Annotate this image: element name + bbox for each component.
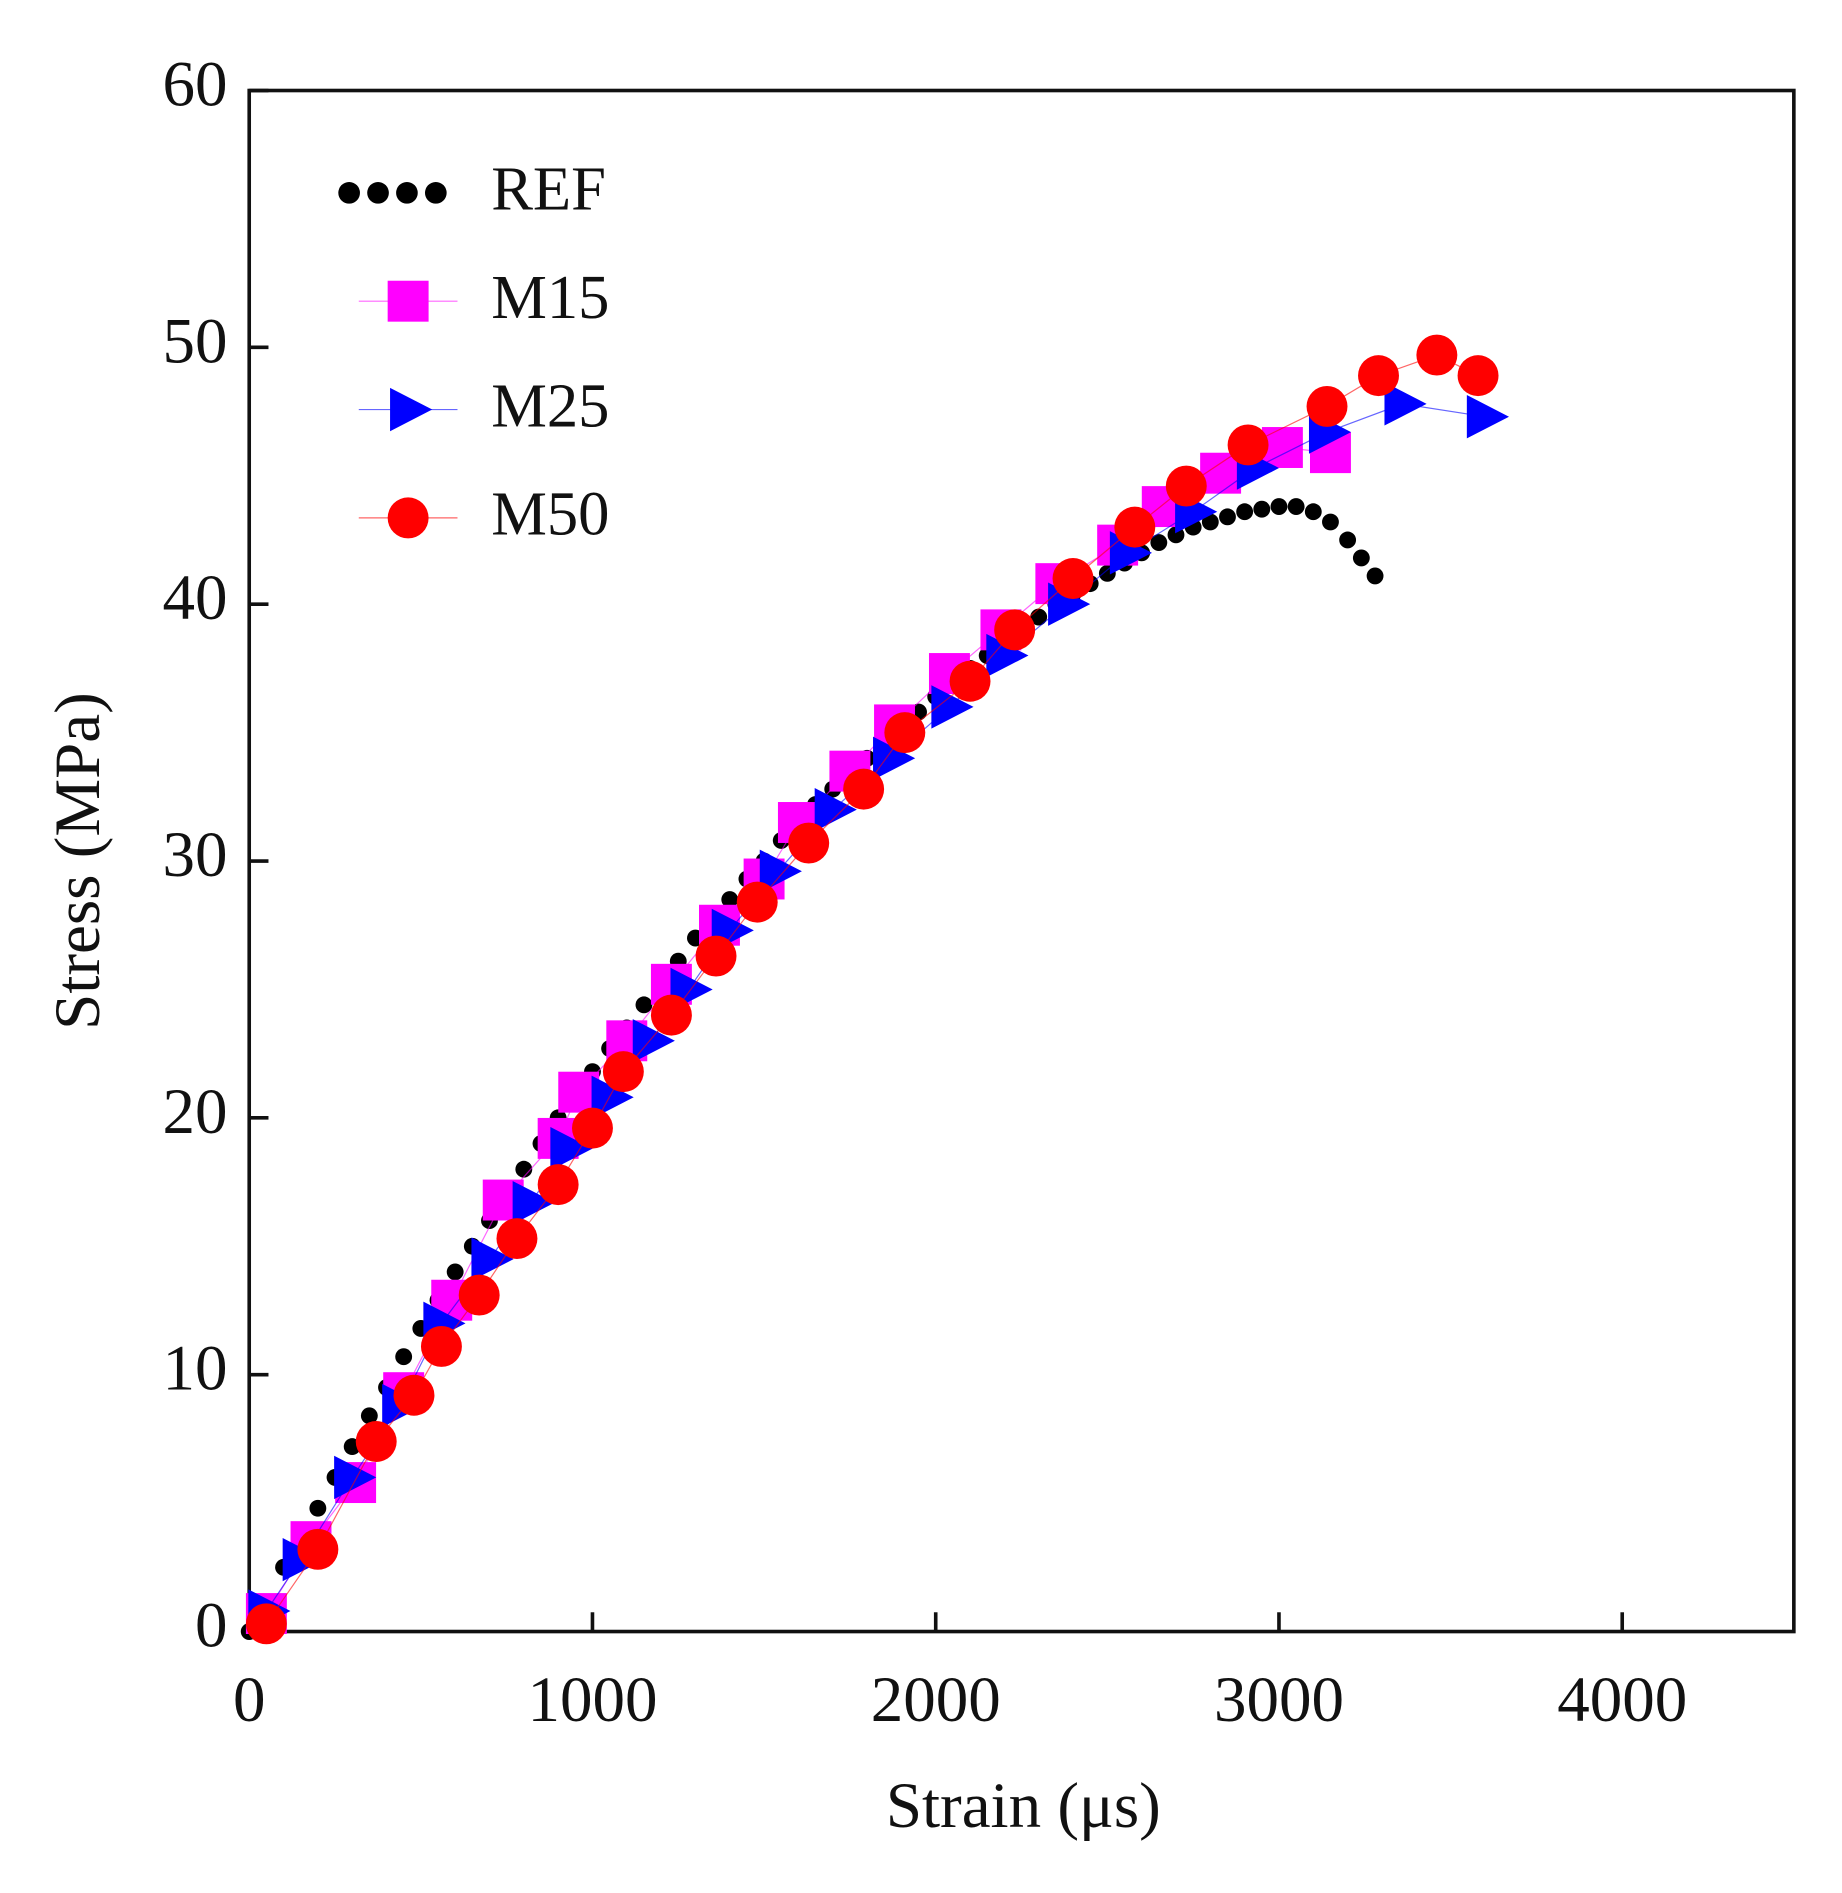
- circle-marker: [1165, 465, 1207, 507]
- triangle-marker: [512, 1180, 555, 1225]
- dot-marker: [446, 1263, 464, 1281]
- x-tick-label: 1000: [527, 1664, 657, 1736]
- y-tick-label: 40: [163, 562, 228, 634]
- circle-marker: [393, 1374, 435, 1416]
- dot-marker: [1352, 549, 1370, 567]
- series-line: [265, 354, 1479, 1625]
- circle-marker: [650, 994, 692, 1036]
- dot-marker: [1236, 503, 1254, 521]
- legend-swatch: [338, 182, 360, 204]
- dot-marker: [1253, 500, 1271, 518]
- legend-swatch: [367, 182, 389, 204]
- circle-marker: [884, 712, 926, 754]
- circle-marker: [355, 1421, 397, 1462]
- dot-marker: [1201, 513, 1219, 531]
- series-line: [265, 403, 1486, 1612]
- dot-marker: [309, 1499, 327, 1517]
- legend-swatch: [396, 182, 418, 204]
- circle-marker: [245, 1603, 287, 1645]
- circle-marker: [736, 881, 778, 923]
- series-line: [265, 446, 1331, 1614]
- circle-marker: [949, 660, 991, 702]
- circle-marker: [788, 822, 830, 864]
- x-tick-label: 4000: [1557, 1664, 1687, 1736]
- x-axis-label: Strain (μs): [886, 1770, 1161, 1842]
- circle-marker: [602, 1051, 644, 1093]
- dot-marker: [721, 891, 739, 908]
- dot-marker: [635, 996, 653, 1014]
- triangle-marker: [1048, 582, 1091, 626]
- series: [245, 427, 1351, 1635]
- triangle-marker: [986, 633, 1029, 678]
- circle-marker: [571, 1107, 613, 1149]
- triangle-marker: [591, 1075, 634, 1119]
- dot-marker: [515, 1160, 533, 1178]
- circle-marker: [1416, 334, 1458, 376]
- dot-marker: [1219, 508, 1236, 526]
- triangle-marker: [1109, 531, 1153, 575]
- x-tick-label: 2000: [871, 1664, 1001, 1736]
- dot-marker: [360, 1407, 378, 1425]
- dot-marker: [1150, 534, 1168, 551]
- triangle-marker: [931, 685, 974, 729]
- triangle-marker: [632, 1019, 675, 1063]
- triangle-marker: [759, 849, 802, 893]
- circle-marker: [458, 1274, 500, 1316]
- circle-marker: [1227, 424, 1269, 466]
- circle-marker: [297, 1528, 339, 1570]
- circle-marker: [1052, 558, 1094, 599]
- y-tick-label: 50: [163, 305, 228, 377]
- dot-marker: [395, 1348, 413, 1366]
- circle-marker: [1306, 385, 1348, 427]
- triangle-marker: [550, 1127, 593, 1171]
- circle-marker: [994, 609, 1036, 651]
- circle-marker: [1358, 355, 1399, 397]
- y-tick-label: 30: [163, 819, 228, 891]
- y-axis-label: Stress (MPa): [42, 692, 114, 1030]
- series: [248, 382, 1509, 1633]
- dot-marker: [1304, 503, 1322, 521]
- legend-label: M25: [491, 370, 609, 440]
- triangle-marker: [873, 736, 916, 780]
- triangle-marker: [334, 1455, 377, 1500]
- dot-marker: [1322, 513, 1339, 531]
- dot-marker: [1366, 567, 1384, 585]
- circle-marker: [537, 1164, 579, 1206]
- legend-swatch: [424, 182, 447, 204]
- legend-swatch: [390, 387, 433, 432]
- legend-label: M50: [491, 479, 609, 549]
- plot-frame: [247, 88, 1796, 1634]
- legend-label: M15: [491, 262, 609, 332]
- legend-swatch: [387, 280, 429, 322]
- x-tick-label: 0: [233, 1664, 266, 1736]
- y-tick-label: 60: [163, 48, 228, 120]
- y-tick-label: 0: [195, 1589, 228, 1661]
- y-tick-label: 10: [163, 1333, 228, 1405]
- triangle-marker: [814, 787, 857, 832]
- series: [240, 498, 1384, 1640]
- circle-marker: [695, 935, 737, 977]
- legend-label: REF: [491, 154, 606, 224]
- triangle-marker: [1466, 395, 1509, 439]
- circle-marker: [496, 1218, 538, 1260]
- dot-marker: [1287, 498, 1305, 516]
- triangle-marker: [471, 1237, 514, 1281]
- x-tick-label: 3000: [1214, 1664, 1344, 1736]
- circle-marker: [843, 768, 885, 810]
- circle-marker: [1457, 355, 1499, 397]
- dot-marker: [1270, 498, 1288, 516]
- y-tick-label: 20: [163, 1076, 228, 1148]
- circle-marker: [1114, 506, 1156, 548]
- legend-swatch: [387, 497, 429, 539]
- series: [245, 334, 1499, 1645]
- circle-marker: [420, 1325, 462, 1367]
- dot-marker: [1339, 531, 1357, 549]
- triangle-marker: [1384, 382, 1427, 426]
